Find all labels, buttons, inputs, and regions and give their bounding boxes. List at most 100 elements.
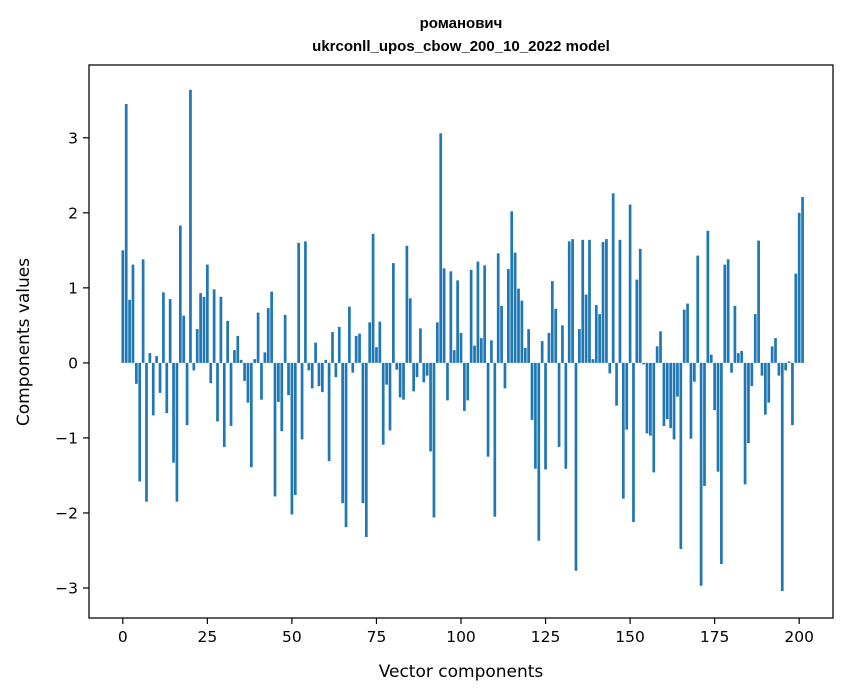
bar xyxy=(615,362,618,406)
bar xyxy=(635,279,639,363)
bar xyxy=(753,314,757,363)
bar xyxy=(317,362,321,387)
bar xyxy=(209,362,213,384)
plot-frame xyxy=(88,64,834,619)
bar xyxy=(195,329,199,363)
bar xyxy=(270,291,273,363)
bar xyxy=(253,359,257,363)
bar xyxy=(189,89,192,363)
bar xyxy=(757,240,760,363)
bar xyxy=(158,362,162,393)
bar xyxy=(297,242,301,363)
bar xyxy=(320,362,324,393)
x-axis-label: Vector components xyxy=(379,662,544,682)
bar xyxy=(479,338,483,363)
bar xyxy=(148,353,152,363)
y-tick-label: −1 xyxy=(55,429,78,447)
bar xyxy=(277,362,280,402)
bar xyxy=(574,362,578,571)
bar xyxy=(402,362,405,400)
bar xyxy=(665,362,669,420)
bar xyxy=(730,362,733,373)
bar xyxy=(293,362,297,495)
bar xyxy=(709,354,713,363)
bar xyxy=(310,362,314,389)
bar xyxy=(490,340,493,363)
bar xyxy=(743,362,747,485)
x-tick-label: 100 xyxy=(446,628,476,646)
bar xyxy=(713,362,716,411)
bar xyxy=(243,362,246,381)
bar xyxy=(206,264,209,363)
bar xyxy=(469,269,473,363)
bar xyxy=(398,362,402,398)
bar xyxy=(388,362,392,431)
y-tick-label: 2 xyxy=(68,204,78,222)
x-axis-ticks: 0 25 50 75 100 125 150 175 200 xyxy=(118,618,814,646)
bar xyxy=(774,338,777,363)
bar xyxy=(182,315,186,363)
bar xyxy=(520,300,524,363)
bar xyxy=(324,359,328,363)
bar xyxy=(523,347,527,363)
bar xyxy=(747,362,750,444)
bar xyxy=(638,248,642,363)
bar xyxy=(192,362,196,371)
bar xyxy=(547,332,551,363)
bar xyxy=(750,362,754,387)
bar xyxy=(151,362,155,416)
bar xyxy=(645,362,649,434)
bar xyxy=(770,346,774,363)
bar xyxy=(412,362,416,392)
bar xyxy=(601,242,605,363)
bar xyxy=(202,296,206,363)
bar xyxy=(581,239,585,363)
bar xyxy=(348,306,351,363)
bar xyxy=(226,320,230,363)
x-tick-label: 0 xyxy=(118,628,128,646)
bar xyxy=(611,193,615,363)
bar xyxy=(692,362,696,382)
bar xyxy=(172,362,175,463)
bar xyxy=(371,233,375,363)
bar xyxy=(131,264,135,363)
bar xyxy=(628,204,632,363)
bar xyxy=(354,335,358,363)
bar xyxy=(672,362,676,440)
bar xyxy=(608,362,612,374)
bar xyxy=(304,241,307,363)
bar xyxy=(649,362,652,436)
bar xyxy=(534,362,537,469)
bar xyxy=(621,362,625,499)
bar xyxy=(419,328,422,363)
bar xyxy=(216,362,219,422)
bar xyxy=(794,273,798,363)
bar xyxy=(723,264,727,363)
bar xyxy=(395,362,399,370)
bar xyxy=(740,350,744,363)
bars-group xyxy=(121,89,804,591)
y-tick-label: 3 xyxy=(68,129,78,147)
bar xyxy=(141,259,145,363)
bar xyxy=(557,362,561,447)
chart-title-line1: романович xyxy=(420,15,503,32)
bar xyxy=(432,362,436,518)
bar xyxy=(456,280,459,363)
bar xyxy=(199,293,202,363)
bar xyxy=(283,314,287,363)
bar xyxy=(239,359,243,363)
bar xyxy=(219,296,223,363)
bar xyxy=(500,305,503,363)
bar xyxy=(594,305,598,363)
bar xyxy=(506,269,510,363)
bar xyxy=(699,362,703,586)
bar xyxy=(314,342,317,363)
bar xyxy=(435,322,439,363)
bar xyxy=(567,241,571,363)
bar xyxy=(598,314,602,363)
x-tick-label: 50 xyxy=(282,628,302,646)
bar xyxy=(554,308,558,363)
x-tick-label: 75 xyxy=(367,628,387,646)
bar xyxy=(175,362,179,502)
